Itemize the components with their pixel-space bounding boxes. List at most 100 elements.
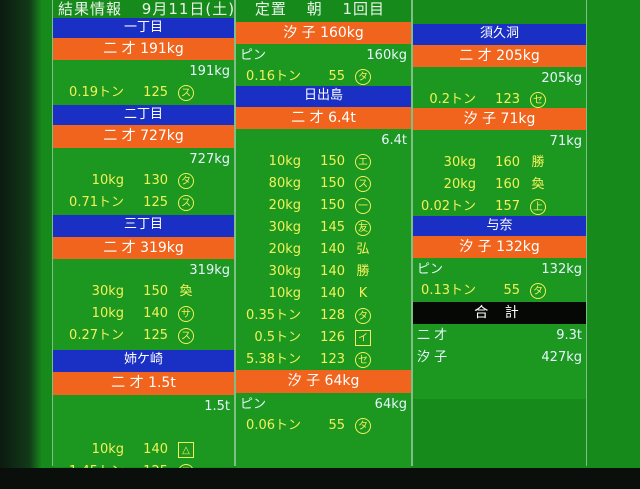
total-weight: 191kg <box>189 64 230 79</box>
buyer-mark-icon: タ <box>355 308 371 324</box>
price: 160 <box>495 155 520 170</box>
fish-header: 二 才 727kg <box>53 125 234 148</box>
total-line: 汐 子 427kg <box>413 347 586 369</box>
fish-header: 汐 子 132kg <box>413 236 586 258</box>
buyer-mark-icon: セ <box>355 352 371 368</box>
price-row: 20kg 140 弘 <box>236 239 411 261</box>
buyer-mark-icon: タ <box>530 283 546 299</box>
buyer-mark-icon: 奐 <box>179 284 193 299</box>
total-line: 191kg <box>53 61 234 83</box>
quantity: 0.71トン <box>69 195 124 210</box>
detail-block: 727kg 10kg 130 タ 0.71トン 125 ス <box>53 148 234 215</box>
buyer-mark-icon: 友 <box>355 220 371 236</box>
buyer-mark-icon: 奐 <box>531 177 545 192</box>
detail-block: ピン 160kg 0.16トン 55 タ <box>236 44 411 86</box>
total-line: 727kg <box>53 149 234 171</box>
total-weight: 160kg <box>366 48 407 63</box>
buyer-mark-icon: K <box>358 286 368 301</box>
buyer-mark-icon: タ <box>178 173 194 189</box>
results-column: 一丁目二 才 191kg 191kg 0.19トン 125 ス二丁目二 才 727kg 7… <box>52 0 235 480</box>
price-row: 0.02トン 157 上 <box>413 196 586 218</box>
total-weight: 319kg <box>189 263 230 278</box>
price-row: 5.38トン 123 セ <box>236 349 411 371</box>
price-row: 0.71トン 125 ス <box>53 192 234 214</box>
detail-block: 319kg 30kg 150 奐 10kg 140 サ 0.27トン 125 ス <box>53 259 234 350</box>
detail-block: 二 才 9.3t 汐 子 427kg <box>413 324 586 399</box>
quantity: 0.27トン <box>69 328 124 343</box>
total-line: 205kg <box>413 68 586 90</box>
buyer-mark-icon: △ <box>178 442 194 458</box>
buyer-mark-icon: 弘 <box>356 242 370 257</box>
price: 123 <box>495 92 520 107</box>
area-header: 二丁目 <box>53 105 234 125</box>
price: 125 <box>143 85 168 100</box>
quantity: 30kg <box>268 264 301 279</box>
total-line: ピン 160kg <box>236 45 411 67</box>
detail-block: ピン 132kg 0.13トン 55 タ <box>413 258 586 302</box>
detail-block: 71kg 30kg 160 勝 20kg 160 奐 0.02トン 157 上 <box>413 130 586 216</box>
monitor-bezel-bottom <box>0 468 640 489</box>
price: 160 <box>495 177 520 192</box>
detail-block: ピン 64kg 0.06トン 55 タ <box>236 393 411 468</box>
total-weight: 132kg <box>541 262 582 277</box>
quantity: 0.2トン <box>429 92 476 107</box>
price: 125 <box>143 328 168 343</box>
board-title: 結果情報 <box>58 0 123 18</box>
board-header: 結果情報 9月11日(土) 定置 朝 1回目 <box>58 0 399 19</box>
total-line: 1.5t <box>53 396 234 418</box>
price-row: 30kg 140 勝 <box>236 261 411 283</box>
price: 55 <box>503 283 520 298</box>
price-row: 10kg 140 K <box>236 283 411 305</box>
results-column: 汐 子 160kg ピン 160kg 0.16トン 55 タ日出島二 才 6.4t 6.4t… <box>235 0 412 468</box>
total-weight: 6.4t <box>381 133 407 148</box>
price-row: 0.13トン 55 タ <box>413 280 586 302</box>
total-label: ピン <box>240 48 267 63</box>
price-row <box>53 417 234 439</box>
quantity: 20kg <box>268 242 301 257</box>
fish-header: 汐 子 64kg <box>236 370 411 393</box>
total-line: ピン 64kg <box>236 394 411 416</box>
quantity: 0.02トン <box>421 199 476 214</box>
area-header: 日出島 <box>236 86 411 107</box>
price: 145 <box>320 220 345 235</box>
total-weight: 205kg <box>541 71 582 86</box>
price: 130 <box>143 173 168 188</box>
buyer-mark-icon: 上 <box>530 199 546 215</box>
price-row: 0.35トン 128 タ <box>236 305 411 327</box>
area-header: 与奈 <box>413 216 586 236</box>
buyer-mark-icon: ス <box>178 85 194 101</box>
fish-header: 二 才 6.4t <box>236 107 411 129</box>
buyer-mark-icon: 勝 <box>531 155 545 170</box>
price: 150 <box>320 154 345 169</box>
area-header: 三丁目 <box>53 215 234 237</box>
board-round: 1回目 <box>342 0 386 18</box>
quantity: 10kg <box>268 286 301 301</box>
price: 55 <box>328 418 345 433</box>
buyer-mark-icon: タ <box>355 69 371 85</box>
buyer-mark-icon: タ <box>355 418 371 434</box>
board-date: 9月11日(土) <box>141 0 236 18</box>
price: 150 <box>320 198 345 213</box>
results-column: 須久洞二 才 205kg 205kg 0.2トン 123 セ汐 子 71kg 71kg 30… <box>412 0 587 466</box>
price-row: 0.06トン 55 タ <box>236 415 411 437</box>
buyer-mark-icon: ス <box>178 328 194 344</box>
price-row: 0.27トン 125 ス <box>53 325 234 347</box>
detail-block: 6.4t 10kg 150 エ 80kg 150 ス 20kg 150 一 30kg 145 友 20kg… <box>236 129 411 370</box>
fish-header: 汐 子 71kg <box>413 108 586 130</box>
price-row: 0.19トン 125 ス <box>53 82 234 104</box>
total-line: 71kg <box>413 131 586 153</box>
price-row: 10kg 130 タ <box>53 170 234 192</box>
quantity: 10kg <box>91 173 124 188</box>
total-weight: 727kg <box>189 152 230 167</box>
price-row: 0.5トン 126 イ <box>236 327 411 349</box>
total-weight: 64kg <box>374 397 407 412</box>
quantity: 20kg <box>268 198 301 213</box>
price-row: 30kg 150 奐 <box>53 281 234 303</box>
buyer-mark-icon: エ <box>355 154 371 170</box>
area-header: 須久洞 <box>413 24 586 45</box>
total-line: 二 才 9.3t <box>413 325 586 347</box>
price-row: 10kg 150 エ <box>236 151 411 173</box>
quantity: 0.35トン <box>246 308 301 323</box>
quantity: 0.06トン <box>246 418 301 433</box>
price-row: 30kg 160 勝 <box>413 152 586 174</box>
